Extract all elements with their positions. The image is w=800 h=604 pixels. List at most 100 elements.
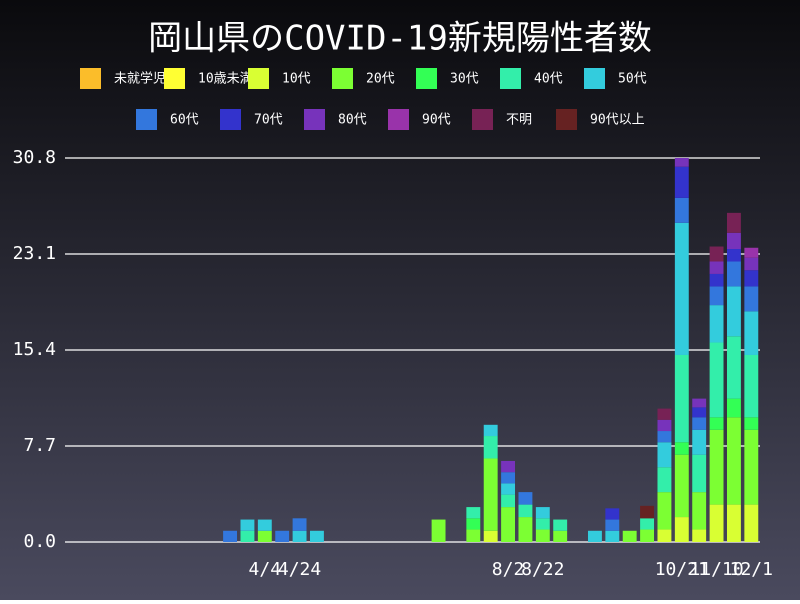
legend-swatch xyxy=(556,109,577,130)
legend-swatch xyxy=(220,109,241,130)
bar-segment xyxy=(674,197,689,223)
bar-segment xyxy=(744,504,759,542)
legend-swatch xyxy=(304,109,325,130)
bar-segment xyxy=(605,508,620,520)
bar-segment xyxy=(744,311,759,355)
legend-label: 不明 xyxy=(506,113,532,128)
legend-label: 20代 xyxy=(366,72,395,87)
bar-segment xyxy=(744,257,759,271)
legend-swatch xyxy=(584,68,605,89)
bar-segment xyxy=(674,517,689,542)
bar-segment xyxy=(518,492,533,505)
legend-label: 90代 xyxy=(422,113,451,128)
bar-segment xyxy=(587,530,602,542)
bar-segment xyxy=(726,212,741,233)
bar-segment xyxy=(657,467,672,493)
bar-segment xyxy=(257,519,272,531)
y-tick-label: 15.4 xyxy=(13,339,56,360)
bar-segment xyxy=(257,530,272,542)
x-tick-label: 8/22 xyxy=(521,559,564,580)
bar-segment xyxy=(744,247,759,258)
bar-segment xyxy=(692,429,707,455)
bar-segment xyxy=(674,158,689,167)
legend-label: 30代 xyxy=(450,72,479,87)
bar-segment xyxy=(501,472,516,484)
legend-label: 50代 xyxy=(618,72,647,87)
bar-segment xyxy=(553,519,568,531)
bar-segment xyxy=(709,286,724,306)
bar-segment xyxy=(483,436,498,459)
bar-segment xyxy=(535,507,550,519)
bar-segment xyxy=(518,504,533,518)
legend-label: 80代 xyxy=(338,113,367,128)
y-tick-label: 23.1 xyxy=(13,243,56,264)
x-tick-label: 8/2 xyxy=(492,559,525,580)
bar-segment xyxy=(709,305,724,343)
bar-segment xyxy=(240,530,255,542)
bar-segment xyxy=(657,529,672,542)
bar-segment xyxy=(674,454,689,518)
bar-segment xyxy=(726,417,741,505)
bar-segment xyxy=(553,530,568,542)
bar-segment xyxy=(501,460,516,473)
bar-segment xyxy=(657,419,672,432)
bar-segment xyxy=(605,519,620,531)
bar-segment xyxy=(692,398,707,408)
bar-segment xyxy=(640,529,655,542)
chart-title: 岡山県のCOVID-19新規陽性者数 xyxy=(148,19,652,59)
legend-swatch xyxy=(248,68,269,89)
bar-segment xyxy=(744,286,759,312)
legend-swatch xyxy=(80,68,101,89)
bar-segment xyxy=(744,429,759,505)
bar-segment xyxy=(674,222,689,355)
legend-label: 40代 xyxy=(534,72,563,87)
x-tick-label: 10/21 xyxy=(655,559,709,580)
y-tick-label: 7.7 xyxy=(23,435,56,456)
bar-segment xyxy=(709,417,724,430)
bar-segment xyxy=(535,529,550,542)
legend-swatch xyxy=(500,68,521,89)
bar-segment xyxy=(466,529,481,542)
bar-segment xyxy=(535,518,550,530)
legend-label: 90代以上 xyxy=(590,113,645,128)
legend-swatch xyxy=(136,109,157,130)
legend-label: 未就学児 xyxy=(114,71,166,87)
bar-segment xyxy=(726,336,741,399)
bar-segment xyxy=(692,529,707,542)
bar-segment xyxy=(292,530,307,542)
legend-label: 10歳未満 xyxy=(198,72,253,87)
legend-swatch xyxy=(416,68,437,89)
bar-segment xyxy=(692,492,707,530)
legend-swatch xyxy=(164,68,185,89)
x-tick-label: 11/10 xyxy=(689,559,743,580)
bar-segment xyxy=(483,530,498,542)
bar-segment xyxy=(674,166,689,198)
bar-segment xyxy=(709,261,724,274)
bar-segment xyxy=(726,398,741,418)
legend-swatch xyxy=(388,109,409,130)
bar-segment xyxy=(657,408,672,420)
bar-segment xyxy=(744,270,759,287)
bar-segment xyxy=(223,530,238,542)
bar-segment xyxy=(466,518,481,530)
bar-segment xyxy=(309,530,324,542)
bar-segment xyxy=(622,530,637,542)
bar-segment xyxy=(692,407,707,418)
bar-segment xyxy=(431,519,446,542)
y-tick-label: 0.0 xyxy=(23,531,56,552)
bar-segment xyxy=(726,504,741,542)
bar-segment xyxy=(483,424,498,437)
bar-segment xyxy=(674,442,689,455)
bar-segment xyxy=(275,530,290,542)
bar-segment xyxy=(709,273,724,287)
bar-segment xyxy=(657,492,672,530)
x-tick-label: 12/1 xyxy=(730,559,773,580)
bar-segment xyxy=(657,442,672,468)
bar-segment xyxy=(657,431,672,443)
bar-segment xyxy=(744,354,759,418)
bar-segment xyxy=(709,342,724,418)
bar-segment xyxy=(466,507,481,519)
bar-segment xyxy=(674,354,689,443)
